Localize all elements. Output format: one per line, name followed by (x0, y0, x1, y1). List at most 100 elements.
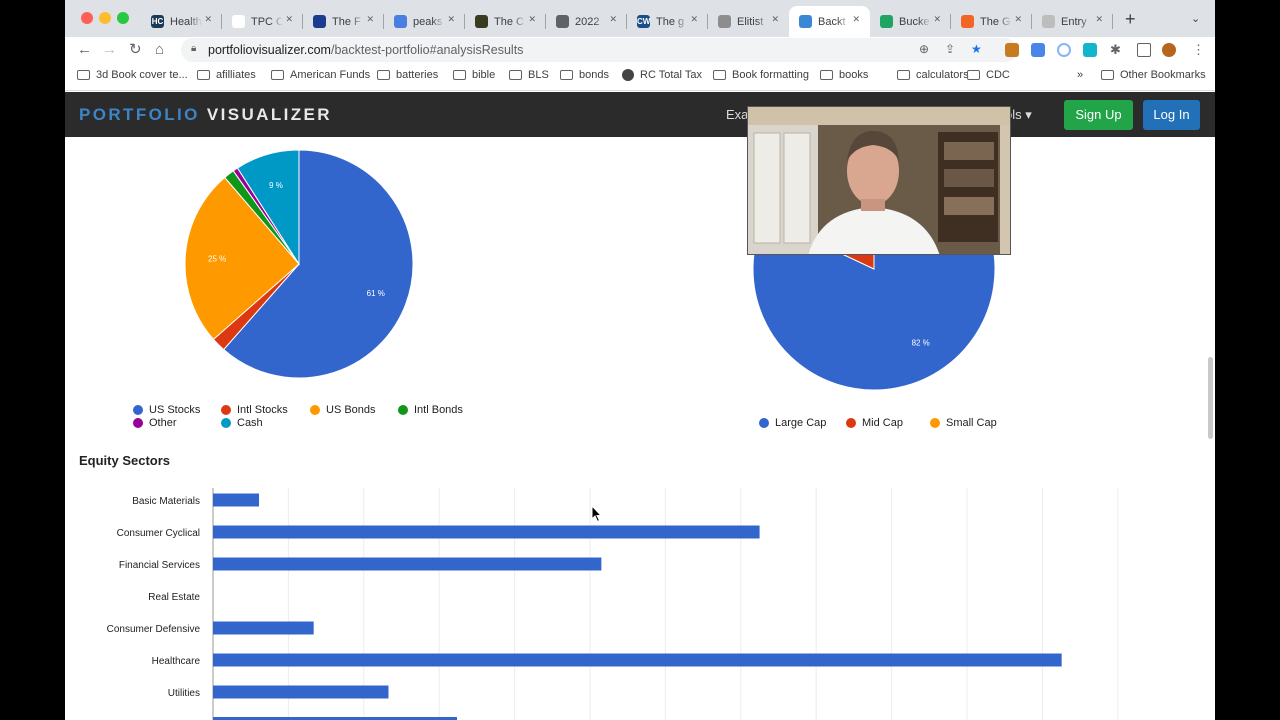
equity-sectors-title: Equity Sectors (79, 453, 171, 468)
site-logo[interactable]: PORTFOLIO VISUALIZER (79, 105, 332, 124)
browser-tab[interactable]: CW The g ✕ (627, 6, 708, 37)
tab-close-icon[interactable]: ✕ (528, 14, 536, 24)
legend-label: Intl Stocks (237, 404, 288, 416)
extension-icon[interactable] (1005, 43, 1019, 57)
browser-tab[interactable]: Elitist ✕ (708, 6, 789, 37)
extensions-puzzle-icon[interactable]: ✱ (1110, 42, 1121, 57)
avatar[interactable] (1162, 43, 1176, 57)
browser-tab[interactable]: The C ✕ (465, 6, 546, 37)
legend-item[interactable]: Cash (221, 417, 263, 429)
extension-icon[interactable] (1057, 43, 1071, 57)
tab-close-icon[interactable]: ✕ (1014, 14, 1022, 24)
sign-up-button[interactable]: Sign Up (1064, 100, 1133, 130)
bookmark-star-icon[interactable]: ★ (971, 42, 982, 56)
tab-close-icon[interactable]: ✕ (366, 14, 374, 24)
nav-tools-dropdown[interactable]: ols ▾ (1005, 107, 1032, 122)
bookmark-item[interactable]: Book formatting (713, 69, 809, 81)
legend-item[interactable]: Intl Bonds (398, 404, 463, 416)
reload-icon[interactable]: ↻ (129, 41, 142, 58)
tab-separator (545, 14, 546, 29)
browser-tab[interactable]: HC Health ✕ (141, 6, 222, 37)
bar-consumer-cyclical[interactable] (213, 525, 760, 539)
tab-close-icon[interactable]: ✕ (285, 14, 293, 24)
address-bar[interactable]: 🔒︎ portfoliovisualizer.com/backtest-port… (181, 38, 1017, 62)
bookmark-item[interactable]: calculators (897, 69, 969, 81)
folder-icon (560, 70, 573, 80)
extension-icon[interactable] (1083, 43, 1097, 57)
minimize-window-button[interactable] (99, 12, 111, 24)
tab-search-chevron-icon[interactable]: ⌄ (1191, 13, 1201, 25)
legend-item[interactable]: Large Cap (759, 417, 826, 429)
nav-examples-link[interactable]: Exa (726, 107, 749, 122)
bookmark-item[interactable]: books (820, 69, 868, 81)
forward-arrow-icon[interactable]: → (102, 41, 117, 58)
bar-basic-materials[interactable] (213, 493, 260, 507)
bar-consumer-defensive[interactable] (213, 621, 314, 635)
legend-item[interactable]: Mid Cap (846, 417, 903, 429)
menu-kebab-icon[interactable]: ⋮ (1192, 42, 1205, 57)
mouse-cursor-icon (591, 505, 603, 523)
browser-tab[interactable]: The F ✕ (303, 6, 384, 37)
legend-dot-icon (221, 418, 231, 428)
legend-label: Cash (237, 417, 263, 429)
log-in-button[interactable]: Log In (1143, 100, 1200, 130)
legend-dot-icon (133, 418, 143, 428)
bookmark-item[interactable]: BLS (509, 69, 549, 81)
legend-item[interactable]: Small Cap (930, 417, 997, 429)
extension-icon[interactable] (1031, 43, 1045, 57)
bookmark-item[interactable]: CDC (967, 69, 1010, 81)
legend-item[interactable]: Other (133, 417, 177, 429)
tab-close-icon[interactable]: ✕ (204, 14, 212, 24)
new-tab-button[interactable]: + (1125, 9, 1136, 29)
browser-tab[interactable]: peaks ✕ (384, 6, 465, 37)
tab-close-icon[interactable]: ✕ (1095, 14, 1103, 24)
tab-close-icon[interactable]: ✕ (852, 14, 860, 24)
other-bookmarks[interactable]: Other Bookmarks (1101, 69, 1206, 81)
tab-title: TPC C (251, 15, 283, 28)
page-scrollbar[interactable] (1208, 357, 1213, 439)
tab-close-icon[interactable]: ✕ (771, 14, 779, 24)
bar-utilities[interactable] (213, 685, 389, 699)
bookmark-label: afilliates (216, 69, 256, 81)
bookmark-item[interactable]: bible (453, 69, 495, 81)
legend-dot-icon (310, 405, 320, 415)
bookmark-item[interactable]: RC Total Tax (622, 69, 702, 81)
browser-tab[interactable]: TPC C ✕ (222, 6, 303, 37)
tab-close-icon[interactable]: ✕ (609, 14, 617, 24)
bookmarks-bar: 3d Book cover te... afilliates American Fu… (65, 64, 1215, 91)
browser-tab[interactable]: Entry ✕ (1032, 6, 1113, 37)
home-icon[interactable]: ⌂ (155, 41, 165, 58)
category-label: Real Estate (148, 592, 200, 603)
bookmarks-overflow-chevron-icon[interactable]: » (1077, 69, 1084, 81)
tab-close-icon[interactable]: ✕ (933, 14, 941, 24)
bar-healthcare[interactable] (213, 653, 1062, 667)
legend-label: Large Cap (775, 417, 827, 429)
maximize-window-button[interactable] (117, 12, 129, 24)
browser-tab[interactable]: Backt ✕ (789, 6, 870, 37)
browser-tab[interactable]: Bucke ✕ (870, 6, 951, 37)
legend-item[interactable]: US Stocks (133, 404, 200, 416)
pie-slice-cash[interactable] (236, 149, 300, 266)
tab-favicon-icon (880, 15, 893, 28)
close-window-button[interactable] (81, 12, 93, 24)
bookmark-item[interactable]: bonds (560, 69, 609, 81)
bookmark-item[interactable]: American Funds (271, 69, 370, 81)
pie-slice-us-bonds[interactable] (184, 176, 300, 341)
side-panel-icon[interactable] (1137, 43, 1151, 57)
bookmark-item[interactable]: 3d Book cover te... (77, 69, 188, 81)
pie-data-label: 82 % (912, 339, 930, 348)
zoom-icon[interactable]: ⊕ (919, 42, 930, 56)
bar-partial[interactable] (213, 717, 457, 720)
bookmark-item[interactable]: afilliates (197, 69, 256, 81)
share-icon[interactable]: ⇪ (945, 42, 956, 56)
back-arrow-icon[interactable]: ← (77, 41, 92, 58)
tab-close-icon[interactable]: ✕ (690, 14, 698, 24)
tab-close-icon[interactable]: ✕ (447, 14, 455, 24)
legend-item[interactable]: Intl Stocks (221, 404, 288, 416)
bar-financial-services[interactable] (213, 557, 602, 571)
legend-item[interactable]: US Bonds (310, 404, 376, 416)
pie-slice-us-stocks[interactable] (222, 149, 414, 379)
bookmark-item[interactable]: batteries (377, 69, 438, 81)
browser-tab[interactable]: The G ✕ (951, 6, 1032, 37)
browser-tab[interactable]: 2022 ✕ (546, 6, 627, 37)
